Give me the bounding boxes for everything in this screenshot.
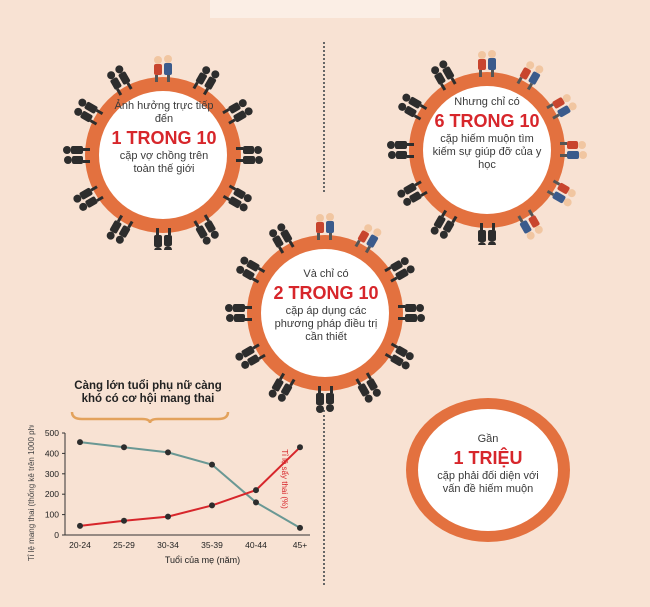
couple-figure-silhouette — [268, 372, 296, 402]
data-point — [209, 461, 215, 468]
couple-figure-silhouette — [384, 342, 414, 370]
divider-bottom — [323, 410, 325, 585]
y2-axis-label: Tỉ lệ sẩy thai (%) — [280, 449, 289, 509]
data-point — [121, 517, 127, 524]
couple-figure-color — [546, 179, 576, 207]
couple-figure-silhouette — [431, 60, 457, 91]
data-point — [165, 449, 171, 456]
series-line-2 — [79, 446, 301, 527]
couple-figure-silhouette — [192, 66, 220, 96]
ring-3-number: 2 TRONG 10 — [273, 283, 379, 303]
couple-figure-silhouette — [235, 343, 266, 369]
data-point — [209, 502, 215, 509]
couple-figure-silhouette — [154, 228, 172, 250]
divider-top — [323, 42, 325, 192]
data-point — [77, 439, 83, 446]
y-tick-label: 0 — [54, 530, 59, 540]
couple-figure-silhouette — [398, 93, 428, 121]
couple-figure-silhouette — [398, 304, 425, 322]
y-axis-label: Tỉ lệ mang thai (thống kê trên 1000 phụ … — [27, 425, 36, 561]
data-point — [77, 522, 83, 529]
couple-figure-silhouette — [478, 223, 496, 245]
couple-figure-silhouette — [384, 257, 415, 283]
y-tick-label: 400 — [45, 448, 59, 458]
chart-title: Càng lớn tuổi phụ nữ càng khó có cơ hội … — [74, 380, 222, 405]
couple-figure-color — [478, 50, 496, 77]
ring-3-desc: cặp áp dụng các phương pháp điều trị cần… — [274, 305, 378, 343]
couple-figure-silhouette — [269, 223, 295, 254]
ring-1-text: Ảnh hưởng trực tiếp đến 1 TRONG 10 cặp v… — [110, 100, 218, 176]
ring-2 — [387, 50, 587, 245]
ring-1-desc: cặp vợ chồng trên toàn thế giới — [119, 150, 209, 175]
ring-3 — [225, 213, 425, 413]
ring-3-text: Và chỉ có 2 TRONG 10 cặp áp dụng các phư… — [272, 268, 380, 344]
million-text: Gần 1 TRIỆU cặp phải đối diện với vấn đề… — [428, 433, 548, 496]
ring-2-number: 6 TRONG 10 — [434, 111, 540, 131]
million-desc: cặp phải đối diện với vấn đề hiếm muộn — [437, 470, 539, 495]
data-point — [253, 487, 259, 494]
couple-figure-silhouette — [236, 256, 266, 284]
y-tick-label: 200 — [45, 489, 59, 499]
couple-figure-silhouette — [107, 65, 133, 96]
couple-figure-silhouette — [387, 141, 414, 159]
couple-figure-silhouette — [225, 304, 252, 322]
couple-figure-silhouette — [222, 184, 252, 212]
x-tick-label: 25-29 — [113, 540, 135, 550]
million-lead: Gần — [477, 433, 499, 445]
couple-figure-color — [354, 224, 382, 254]
series-line-1 — [79, 441, 301, 529]
data-point — [297, 444, 303, 451]
couple-figure-silhouette — [236, 146, 263, 164]
x-tick-label: 35-39 — [201, 540, 223, 550]
y-tick-label: 500 — [45, 428, 59, 438]
x-tick-label: 20-24 — [69, 540, 91, 550]
ring-2-lead: Nhưng chỉ có — [454, 96, 520, 108]
couple-figure-silhouette — [355, 372, 381, 403]
x-tick-label: 40-44 — [245, 540, 267, 550]
line-chart: 0 100 200 300 400 500 20-24 25-29 30-34 35-39 40-4… — [27, 425, 310, 565]
top-band — [210, 0, 440, 18]
y-tick-label: 300 — [45, 469, 59, 479]
couple-figure-silhouette — [193, 214, 219, 245]
couple-figure-silhouette — [106, 214, 134, 244]
couple-figure-color — [316, 213, 334, 240]
ring-2-desc: cặp hiếm muộn tìm kiếm sự giúp đỡ của y … — [432, 133, 542, 171]
couple-figure-silhouette — [397, 180, 428, 206]
million-number: 1 TRIỆU — [453, 448, 523, 468]
chart-title-brace — [70, 411, 230, 424]
ring-1 — [63, 55, 263, 250]
x-tick-label: 45+ — [293, 540, 307, 550]
couple-figure-silhouette — [63, 146, 90, 164]
couple-figure-silhouette — [74, 98, 104, 126]
x-axis-label: Tuổi của mẹ (năm) — [165, 555, 240, 565]
data-point — [253, 499, 259, 506]
couple-figure-silhouette — [73, 185, 104, 211]
ring-1-lead: Ảnh hưởng trực tiếp đến — [114, 100, 214, 125]
couple-figure-color — [516, 61, 544, 91]
data-point — [165, 513, 171, 520]
ring-2-text: Nhưng chỉ có 6 TRONG 10 cặp hiếm muộn tì… — [432, 96, 542, 172]
x-tick-label: 30-34 — [157, 540, 179, 550]
couple-figure-color — [517, 209, 543, 240]
data-point — [121, 444, 127, 451]
couple-figure-color — [154, 55, 172, 82]
ring-1-number: 1 TRONG 10 — [111, 128, 217, 148]
million-ring — [406, 398, 570, 542]
couple-figure-silhouette — [222, 99, 253, 125]
couple-figure-silhouette — [316, 386, 334, 413]
y-tick-label: 100 — [45, 510, 59, 520]
couple-figure-color — [560, 141, 587, 159]
couple-figure-color — [546, 94, 577, 120]
ring-3-lead: Và chỉ có — [303, 268, 349, 280]
couple-figure-silhouette — [430, 209, 458, 239]
data-point — [297, 524, 303, 531]
